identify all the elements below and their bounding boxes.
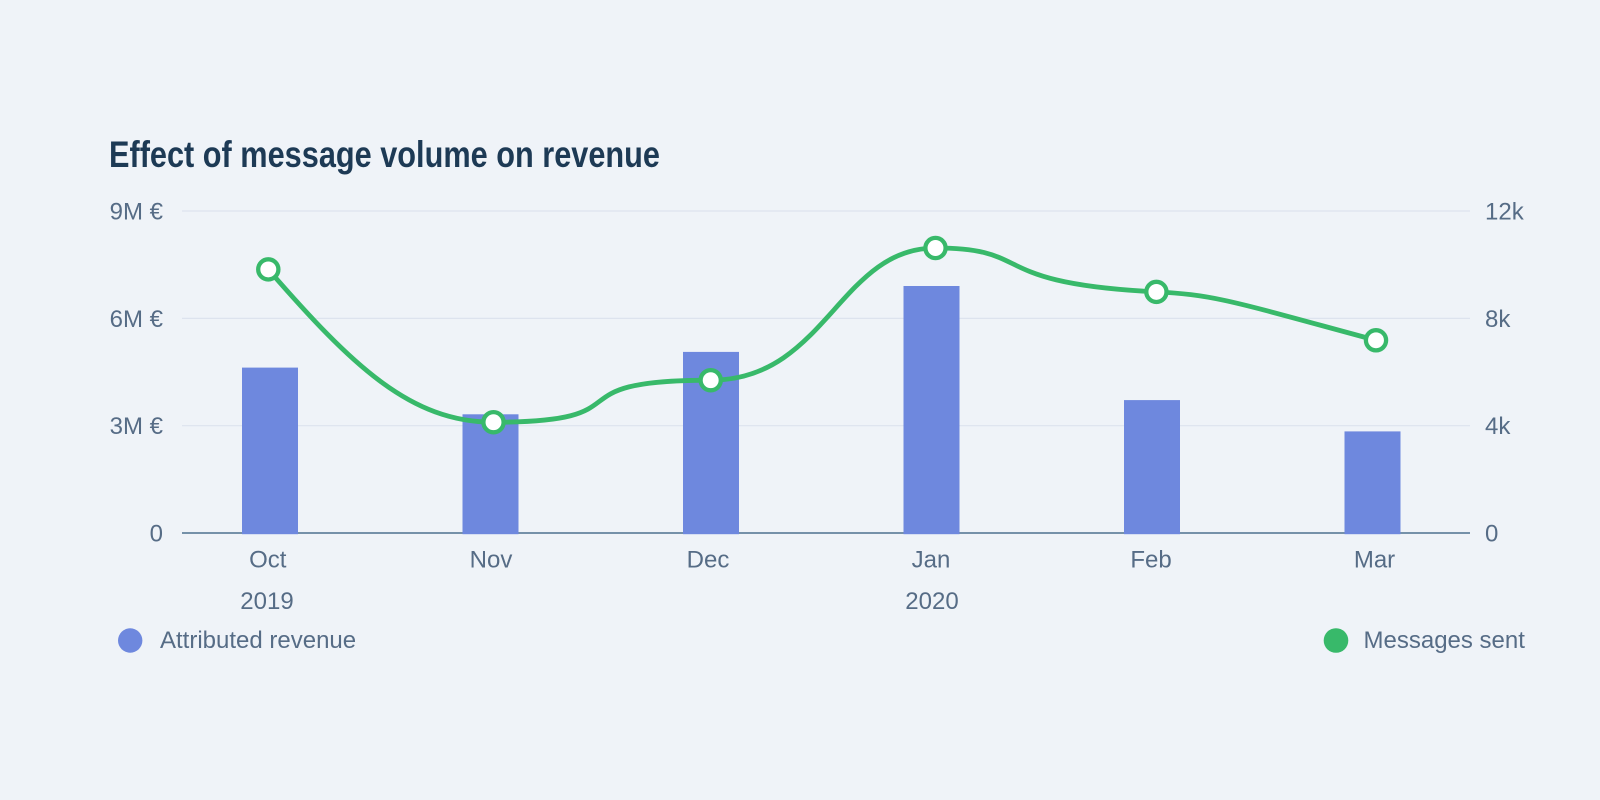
svg-text:Oct: Oct — [249, 547, 287, 574]
svg-text:Nov: Nov — [470, 547, 513, 574]
svg-text:4k: 4k — [1485, 413, 1511, 440]
svg-text:Jan: Jan — [912, 547, 951, 574]
svg-text:3M €: 3M € — [110, 413, 164, 440]
svg-text:Messages sent: Messages sent — [1364, 627, 1526, 654]
svg-text:Effect of message volume on re: Effect of message volume on revenue — [109, 133, 660, 175]
svg-text:Mar: Mar — [1354, 547, 1395, 574]
svg-text:12k: 12k — [1485, 199, 1525, 226]
svg-text:Attributed revenue: Attributed revenue — [160, 627, 356, 654]
svg-text:6M €: 6M € — [110, 306, 164, 333]
svg-text:0: 0 — [1485, 521, 1498, 548]
svg-text:Feb: Feb — [1130, 547, 1171, 574]
svg-text:2019: 2019 — [240, 588, 293, 615]
svg-text:Dec: Dec — [687, 547, 730, 574]
svg-text:8k: 8k — [1485, 306, 1511, 333]
svg-text:9M €: 9M € — [110, 199, 164, 226]
svg-text:2020: 2020 — [905, 588, 958, 615]
svg-text:0: 0 — [150, 521, 163, 548]
